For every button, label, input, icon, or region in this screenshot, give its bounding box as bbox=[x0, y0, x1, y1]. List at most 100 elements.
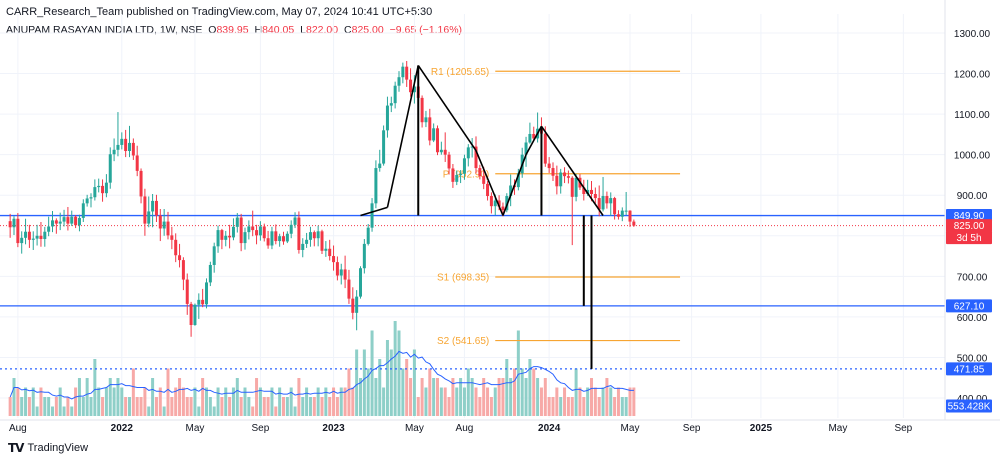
volume-bar bbox=[170, 397, 174, 416]
candle-body bbox=[239, 217, 243, 244]
brand-name: TradingView bbox=[27, 442, 89, 454]
volume-bar bbox=[47, 397, 51, 416]
tradingview-logo[interactable]: TV TradingView bbox=[8, 441, 88, 455]
candle-body bbox=[316, 231, 320, 239]
candle-body bbox=[166, 221, 170, 236]
candle-body bbox=[424, 117, 428, 123]
candle-body bbox=[628, 210, 632, 222]
candle-body bbox=[393, 85, 397, 104]
pattern-line bbox=[525, 125, 543, 156]
candle-body bbox=[609, 198, 613, 204]
candle-body bbox=[231, 226, 235, 238]
volume-bar bbox=[455, 387, 459, 416]
candle-body bbox=[58, 221, 62, 224]
volume-bar bbox=[143, 387, 147, 416]
candle-body bbox=[208, 264, 212, 283]
volume-bar bbox=[536, 378, 540, 416]
volume-bar bbox=[35, 406, 39, 416]
pattern-line bbox=[540, 125, 604, 216]
volume-bar bbox=[274, 406, 278, 416]
candle-body bbox=[235, 217, 239, 227]
volume-bar bbox=[66, 397, 70, 416]
candle-body bbox=[216, 230, 220, 247]
candle-body bbox=[181, 260, 185, 280]
volume-bar bbox=[374, 378, 378, 416]
volume-bar bbox=[231, 387, 235, 416]
volume-bar bbox=[316, 387, 320, 416]
volume-bar bbox=[85, 378, 89, 416]
candle-body bbox=[85, 198, 89, 204]
x-tick-label: 2024 bbox=[538, 423, 561, 434]
candle-body bbox=[447, 154, 451, 169]
volume-bar bbox=[605, 378, 609, 416]
volume-bar bbox=[628, 387, 632, 416]
volume-bar bbox=[293, 406, 297, 416]
candle-body bbox=[293, 217, 297, 225]
volume-bar bbox=[378, 359, 382, 416]
y-tick-label: 1300.00 bbox=[954, 29, 991, 40]
y-tick-label: 500.00 bbox=[957, 353, 988, 364]
volume-bar bbox=[574, 368, 578, 416]
volume-bar bbox=[112, 387, 116, 416]
volume-bar bbox=[147, 406, 151, 416]
volume-bar bbox=[262, 397, 266, 416]
candle-body bbox=[12, 218, 16, 228]
candle-body bbox=[632, 221, 636, 226]
candle-body bbox=[378, 163, 382, 169]
volume-bar bbox=[31, 387, 35, 416]
volume-bar bbox=[489, 397, 493, 416]
x-tick-label: Aug bbox=[456, 423, 474, 434]
pivot-label: P (952.90) bbox=[443, 169, 490, 180]
volume-bar bbox=[297, 378, 301, 416]
volume-bar bbox=[97, 387, 101, 416]
candle-body bbox=[220, 230, 224, 240]
candle-body bbox=[597, 198, 601, 210]
candle-body bbox=[459, 173, 463, 175]
candle-body bbox=[39, 235, 43, 240]
candle-body bbox=[77, 217, 81, 226]
close-label: C bbox=[344, 24, 352, 36]
candle-body bbox=[320, 231, 324, 251]
candle-body bbox=[305, 239, 309, 244]
volume-bar bbox=[27, 397, 31, 416]
candle-body bbox=[462, 158, 466, 174]
volume-bar bbox=[559, 397, 563, 416]
y-tick-label: 600.00 bbox=[957, 313, 988, 324]
volume-bar bbox=[436, 378, 439, 416]
candle-body bbox=[601, 196, 605, 210]
x-tick-label: May bbox=[828, 423, 847, 434]
candle-body bbox=[493, 200, 497, 207]
volume-bar bbox=[563, 387, 567, 416]
price-badge-label: 471.85 bbox=[954, 364, 985, 375]
x-tick-label: May bbox=[405, 423, 424, 434]
volume-bar bbox=[239, 397, 243, 416]
candle-body bbox=[624, 210, 628, 212]
candle-body bbox=[397, 77, 401, 86]
volume-bar bbox=[282, 397, 285, 416]
volume-bar bbox=[116, 378, 120, 416]
volume-bar bbox=[328, 397, 332, 416]
x-tick-label: May bbox=[185, 423, 204, 434]
volume-bar bbox=[551, 397, 555, 416]
candle-body bbox=[605, 196, 609, 204]
volume-bar bbox=[305, 387, 309, 416]
candle-body bbox=[551, 168, 555, 176]
candle-body bbox=[158, 215, 162, 229]
candle-body bbox=[66, 217, 70, 224]
volume-bar bbox=[466, 368, 470, 416]
candle-body bbox=[555, 175, 559, 187]
candle-body bbox=[128, 142, 131, 152]
volume-bar bbox=[124, 397, 128, 416]
volume-bar bbox=[266, 397, 270, 416]
candle-body bbox=[566, 176, 570, 178]
candle-body bbox=[532, 133, 536, 139]
y-tick-label: 700.00 bbox=[957, 272, 988, 283]
price-badge-label: 553.428K bbox=[948, 402, 991, 413]
volume-bar bbox=[520, 368, 524, 416]
volume-bar bbox=[224, 387, 228, 416]
price-badge bbox=[946, 299, 992, 313]
volume-bar bbox=[16, 387, 20, 416]
volume-bar bbox=[470, 378, 474, 416]
candle-body bbox=[120, 138, 124, 145]
